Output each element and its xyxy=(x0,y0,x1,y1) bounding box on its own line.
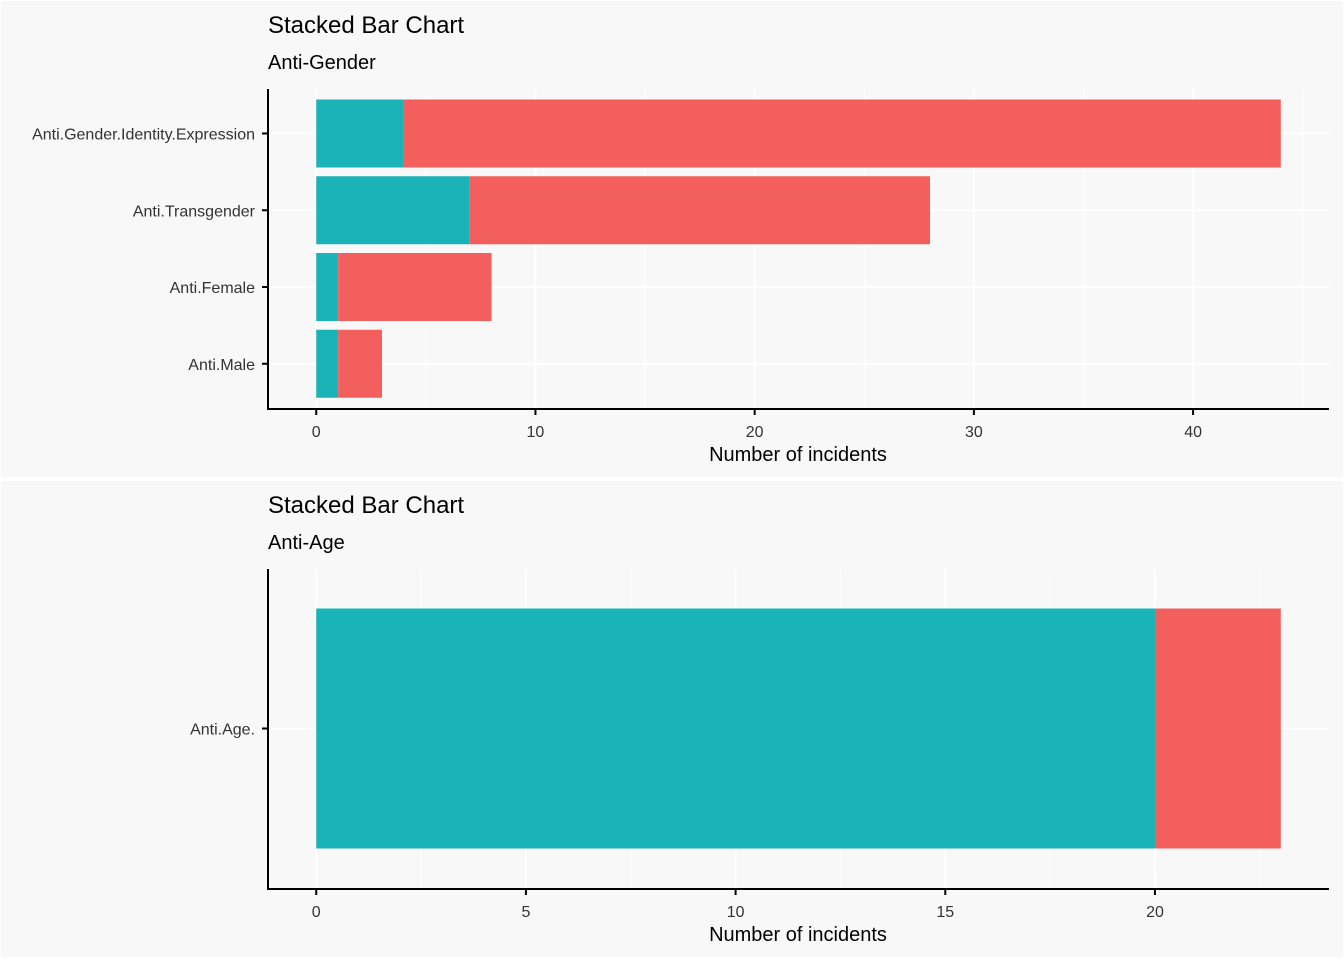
y-tick-label: Anti.Female xyxy=(170,280,255,297)
chart-title: Stacked Bar Chart xyxy=(268,12,464,39)
x-tick-label: 10 xyxy=(527,424,545,441)
bar-segment xyxy=(338,253,492,321)
x-axis-label: Number of incidents xyxy=(709,924,887,946)
x-tick-label: 20 xyxy=(1146,904,1164,921)
x-axis-label: Number of incidents xyxy=(709,444,887,466)
x-tick-label: 5 xyxy=(521,904,530,921)
bar-segment xyxy=(338,329,382,398)
x-tick-label: 15 xyxy=(936,904,954,921)
x-tick-label: 0 xyxy=(312,424,321,441)
bar-segment xyxy=(316,608,1155,849)
y-tick-label: Anti.Age. xyxy=(190,722,255,739)
bar-segment xyxy=(1154,608,1281,849)
y-tick-label: Anti.Gender.Identity.Expression xyxy=(32,127,255,144)
axes: 0 5 10 15 20 Anti.Age. xyxy=(190,569,1329,921)
x-tick-label: 0 xyxy=(312,904,321,921)
y-tick-label: Anti.Male xyxy=(188,357,255,374)
bar-segment xyxy=(316,329,339,398)
chart-subtitle: Anti-Gender xyxy=(268,52,376,74)
bar-segment xyxy=(469,176,931,245)
y-tick-label: Anti.Transgender xyxy=(133,203,256,220)
bars xyxy=(316,608,1281,849)
bars xyxy=(316,99,1281,398)
x-tick-label: 10 xyxy=(727,904,745,921)
x-tick-label: 20 xyxy=(746,424,764,441)
axes: 0 10 20 30 40 Anti.Gender.Identity.Expression… xyxy=(32,89,1329,441)
x-tick-label: 30 xyxy=(965,424,983,441)
chart-panel-anti-gender: Stacked Bar Chart Anti-Gender 0 10 20 30 40 A… xyxy=(1,1,1343,477)
bar-segment xyxy=(316,176,470,245)
bar-segment xyxy=(316,253,339,321)
bar-segment xyxy=(403,99,1281,168)
x-tick-label: 40 xyxy=(1184,424,1202,441)
chart-subtitle: Anti-Age xyxy=(268,532,345,554)
chart-title: Stacked Bar Chart xyxy=(268,492,464,519)
bar-segment xyxy=(316,99,404,168)
chart-panel-anti-age: Stacked Bar Chart Anti-Age 0 5 10 15 20 Anti.… xyxy=(1,481,1343,957)
